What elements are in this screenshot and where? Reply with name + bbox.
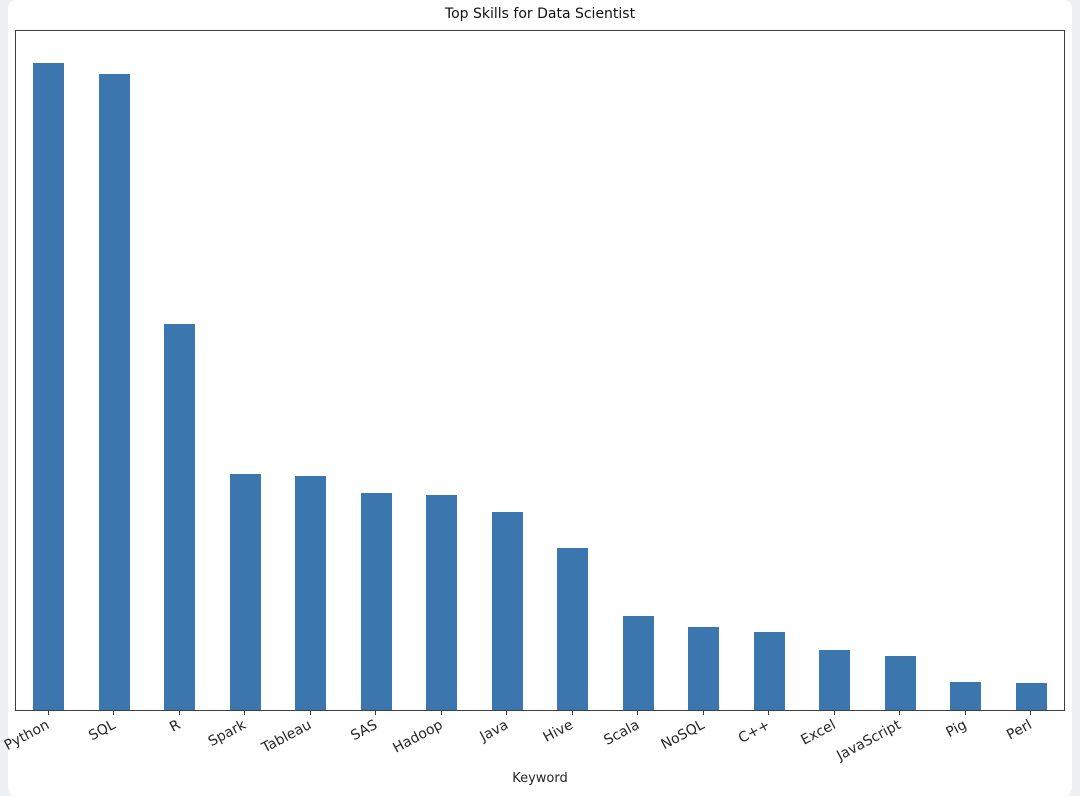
bar-javascript <box>884 656 916 710</box>
x-tick-label: Scala <box>601 717 642 749</box>
x-tick-label: Pig <box>943 717 970 741</box>
x-tick <box>178 711 180 715</box>
x-tick <box>833 711 835 715</box>
plot-area <box>15 30 1065 711</box>
bar-hive <box>557 548 589 710</box>
x-tick <box>702 711 704 715</box>
x-axis-label: Keyword <box>512 771 568 786</box>
x-tick <box>113 711 115 715</box>
bar-scala <box>622 616 654 710</box>
x-tick-label: SQL <box>85 717 118 745</box>
x-tick-label: Hive <box>541 717 577 746</box>
bar-c- <box>753 632 785 710</box>
x-tick-label: Python <box>1 717 53 754</box>
bar-java <box>491 512 523 710</box>
x-tick-label: Tableau <box>259 717 315 757</box>
x-tick <box>964 711 966 715</box>
bar-spark <box>229 474 261 710</box>
x-tick <box>506 711 508 715</box>
x-tick <box>899 711 901 715</box>
x-tick <box>768 711 770 715</box>
x-tick-label: Spark <box>205 717 249 751</box>
x-tick <box>47 711 49 715</box>
x-tick-label: JavaScript <box>834 717 904 765</box>
bar-sql <box>98 74 130 710</box>
x-tick-label: C++ <box>735 717 773 747</box>
x-tick <box>244 711 246 715</box>
x-tick-label: Java <box>477 717 511 746</box>
x-tick-label: Excel <box>797 717 839 749</box>
x-tick <box>637 711 639 715</box>
x-tick <box>440 711 442 715</box>
bar-python <box>33 63 65 710</box>
x-tick <box>375 711 377 715</box>
bar-pig <box>950 682 982 710</box>
bar-perl <box>1015 683 1047 710</box>
bar-nosql <box>688 627 720 710</box>
x-tick <box>1030 711 1032 715</box>
chart-title: Top Skills for Data Scientist <box>444 6 636 22</box>
bar-hadoop <box>426 495 458 710</box>
x-tick-label: Perl <box>1004 717 1035 744</box>
x-tick-label: SAS <box>347 717 380 745</box>
bar-r <box>164 324 196 710</box>
x-tick-label: NoSQL <box>658 717 708 754</box>
bar-excel <box>819 650 851 710</box>
x-tick <box>571 711 573 715</box>
x-tick-label: Hadoop <box>390 717 446 757</box>
x-tick <box>309 711 311 715</box>
x-tick-label: R <box>167 717 184 736</box>
bar-sas <box>360 493 392 710</box>
bar-tableau <box>295 476 327 710</box>
